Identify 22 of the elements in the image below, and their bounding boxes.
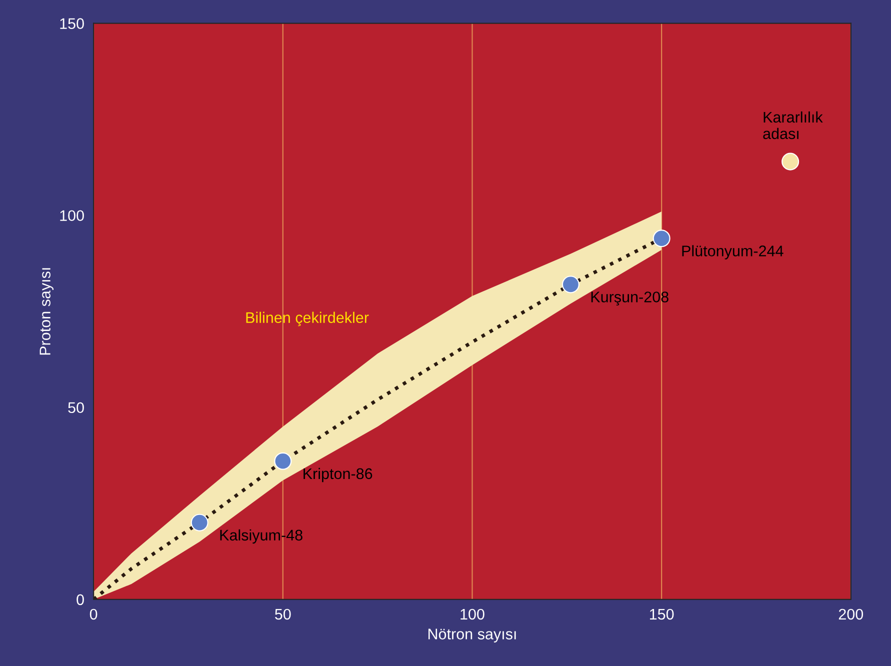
- point: [274, 452, 292, 470]
- y-axis-title: Proton sayısı: [40, 268, 54, 355]
- point: [190, 514, 208, 532]
- annotation: Bilinen çekirdekler: [246, 312, 369, 326]
- x-tick-label: 0: [90, 608, 98, 620]
- annotation: Kararlılık adası: [763, 111, 823, 140]
- y-tick-label: 150: [60, 18, 84, 29]
- point: [782, 152, 800, 170]
- y-tick-label: 50: [68, 402, 84, 414]
- annotation: Kalsiyum-48: [220, 529, 302, 544]
- point: [562, 276, 580, 294]
- x-tick-label: 150: [650, 608, 674, 620]
- point: [652, 230, 670, 248]
- x-tick-label: 100: [460, 608, 484, 620]
- y-tick-label: 100: [60, 210, 84, 222]
- annotation: Plütonyum-244: [682, 245, 784, 260]
- annotation: Kurşun-208: [591, 292, 668, 306]
- x-tick-label: 50: [275, 608, 291, 620]
- annotation: Kripton-86: [304, 468, 372, 482]
- y-tick-label: 0: [76, 594, 84, 606]
- x-axis-title: Nötron sayısı: [428, 628, 516, 642]
- x-tick-label: 200: [838, 608, 864, 620]
